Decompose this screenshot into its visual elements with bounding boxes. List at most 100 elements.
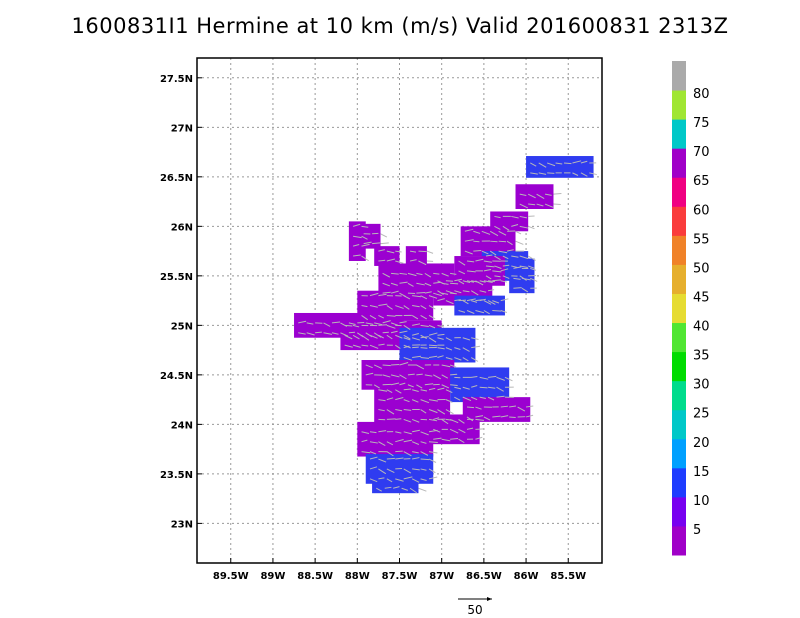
wind-vector bbox=[500, 298, 509, 302]
wind-vector bbox=[361, 344, 369, 347]
y-tick-label: 27N bbox=[171, 123, 193, 134]
wind-vector bbox=[481, 250, 489, 255]
wind-vector bbox=[498, 250, 508, 254]
x-tick-label: 86W bbox=[514, 571, 539, 582]
wind-vector bbox=[454, 357, 462, 361]
wind-vector bbox=[462, 280, 471, 284]
wind-vector bbox=[485, 254, 493, 257]
wind-vector bbox=[483, 310, 490, 315]
wind-vector bbox=[589, 172, 597, 176]
colorbar-label: 50 bbox=[693, 261, 710, 276]
wind-vector bbox=[378, 441, 386, 447]
wind-vector bbox=[441, 384, 450, 389]
wind-vector bbox=[500, 268, 509, 272]
wind-vector bbox=[420, 389, 428, 392]
wind-vector bbox=[433, 281, 442, 284]
wind-vector bbox=[471, 280, 479, 283]
wind-vector bbox=[428, 315, 436, 320]
wind-vector bbox=[378, 409, 385, 412]
x-tick-label: 87W bbox=[429, 571, 454, 582]
wind-vector bbox=[496, 386, 504, 392]
wind-vector bbox=[437, 324, 445, 328]
wind-vector bbox=[353, 254, 361, 257]
wind-vector bbox=[403, 295, 411, 300]
wind-vector bbox=[488, 375, 497, 378]
wind-vector bbox=[412, 468, 420, 471]
wind-vector bbox=[441, 438, 451, 442]
wind-vector bbox=[466, 310, 475, 314]
wind-vector bbox=[412, 389, 419, 392]
wind-vector bbox=[437, 347, 445, 350]
wind-vector bbox=[454, 278, 462, 282]
wind-vector bbox=[386, 389, 393, 393]
wind-vector bbox=[369, 292, 379, 297]
wind-vector bbox=[395, 260, 404, 264]
wind-vector bbox=[441, 374, 449, 379]
wind-vector bbox=[428, 387, 436, 391]
wind-vector bbox=[500, 415, 509, 418]
wind-vector bbox=[527, 225, 535, 230]
wind-vector bbox=[496, 395, 505, 398]
wind-vector bbox=[470, 357, 479, 362]
wind-vector bbox=[437, 409, 446, 415]
wind-vector bbox=[475, 310, 485, 314]
wind-vector bbox=[475, 436, 483, 440]
wind-vector bbox=[386, 334, 393, 340]
wind-vector bbox=[488, 280, 495, 283]
wind-vector bbox=[380, 242, 389, 245]
wind-vector bbox=[492, 279, 502, 282]
wind-vector bbox=[449, 364, 457, 368]
wind-vector bbox=[450, 384, 458, 387]
wind-vector bbox=[382, 282, 391, 287]
wind-vector bbox=[466, 260, 475, 263]
wind-vector bbox=[519, 265, 528, 269]
wind-vector bbox=[527, 255, 536, 261]
wind-vector bbox=[428, 332, 438, 336]
colorbar-label: 10 bbox=[693, 494, 710, 509]
wind-vector bbox=[378, 334, 384, 339]
wind-vector bbox=[395, 478, 404, 482]
wind-vector bbox=[500, 280, 507, 283]
colorbar-label: 70 bbox=[693, 145, 710, 160]
wind-vector bbox=[409, 250, 417, 253]
wind-vector bbox=[420, 478, 427, 481]
colorbar-label: 30 bbox=[693, 378, 710, 393]
wind-vector bbox=[420, 399, 430, 404]
wind-vector bbox=[441, 272, 449, 277]
wind-vector bbox=[462, 396, 472, 402]
wind-vector bbox=[433, 292, 442, 297]
wind-vector bbox=[489, 230, 499, 237]
wind-vector bbox=[395, 418, 402, 420]
wind-vector bbox=[403, 305, 410, 310]
wind-vector bbox=[437, 355, 444, 359]
wind-vector bbox=[411, 315, 419, 320]
wind-vector bbox=[500, 405, 509, 408]
colorbar-label: 25 bbox=[693, 407, 710, 422]
wind-vector bbox=[395, 305, 404, 309]
wind-vector bbox=[365, 364, 373, 369]
wind-vector bbox=[519, 203, 529, 209]
wind-vector bbox=[511, 215, 519, 219]
wind-vector bbox=[536, 193, 545, 200]
wind-vector bbox=[403, 334, 411, 340]
wind-vector bbox=[344, 334, 353, 340]
wind-vector bbox=[502, 264, 510, 267]
wind-vector bbox=[403, 476, 413, 480]
wind-vector bbox=[418, 250, 427, 253]
wind-vector bbox=[412, 457, 420, 460]
wind-vector bbox=[361, 305, 368, 308]
wind-vector bbox=[502, 275, 510, 279]
wind-vector bbox=[536, 203, 544, 207]
wind-vector bbox=[395, 389, 402, 394]
wind-vector bbox=[458, 280, 465, 285]
wind-vector bbox=[403, 439, 413, 443]
y-tick-label: 25.5N bbox=[160, 272, 193, 283]
wind-vector bbox=[530, 172, 538, 175]
colorbar-label: 15 bbox=[693, 465, 710, 480]
colorbar-segment bbox=[672, 119, 686, 149]
wind-vector bbox=[348, 331, 356, 334]
wind-vector bbox=[464, 250, 473, 255]
wind-cell bbox=[374, 246, 400, 266]
wind-vector bbox=[361, 439, 368, 443]
wind-vector bbox=[428, 451, 438, 454]
